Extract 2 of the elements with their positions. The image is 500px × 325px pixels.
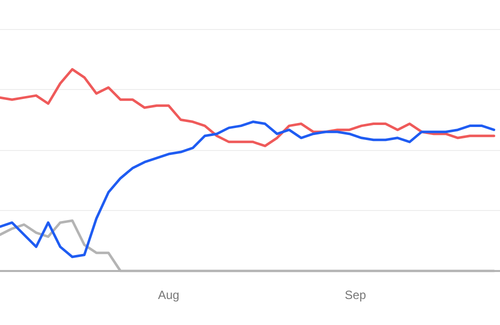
x-tick-label: Sep — [344, 288, 366, 302]
x-tick-label: Aug — [158, 288, 180, 302]
